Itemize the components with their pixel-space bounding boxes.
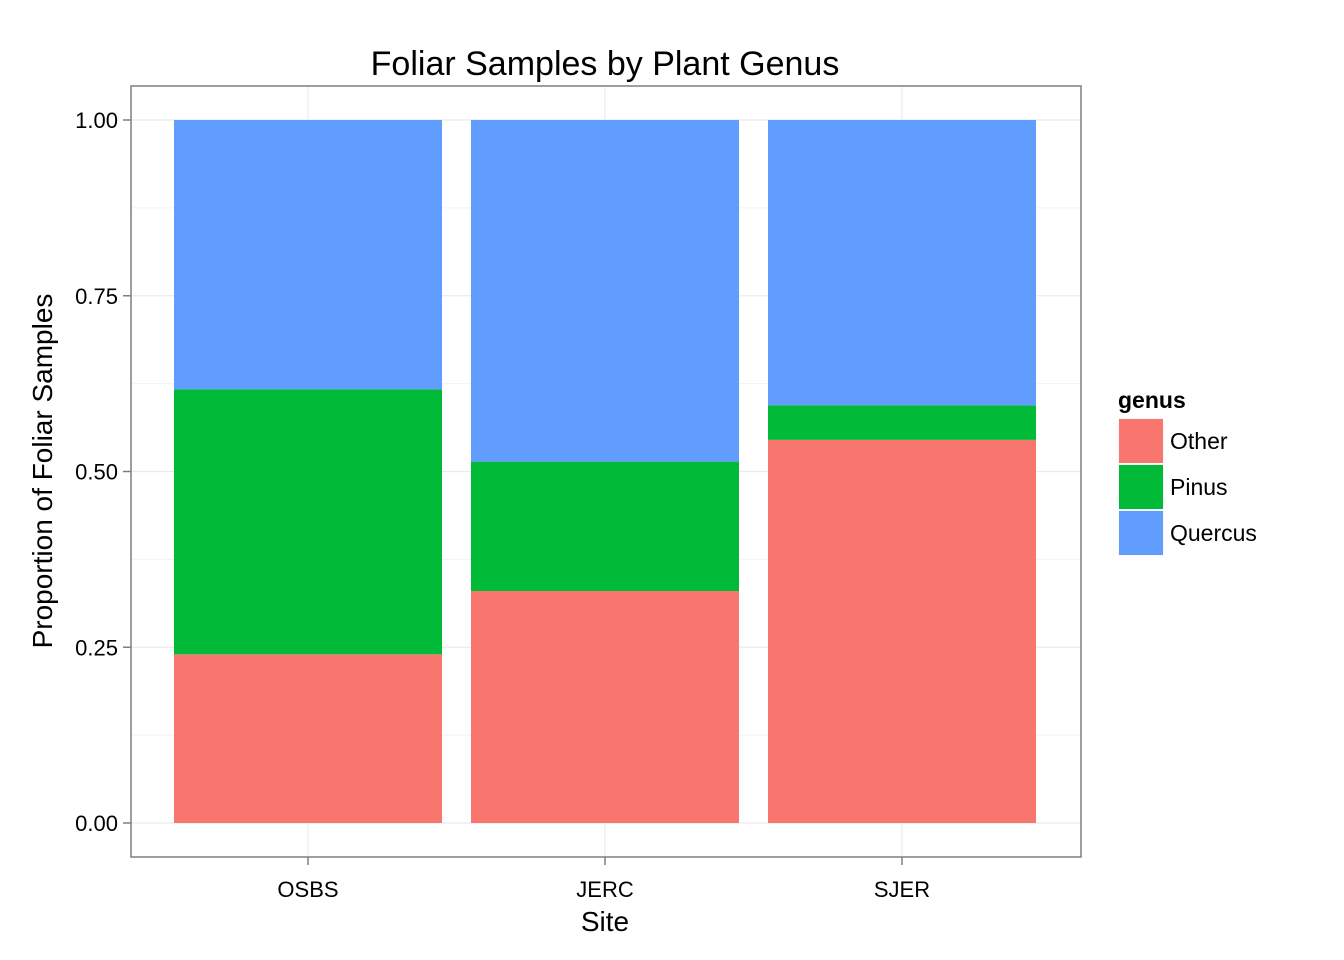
legend-swatch-quercus	[1119, 511, 1163, 555]
bar-jerc-other	[471, 591, 739, 823]
y-tick-label: 0.75	[75, 284, 118, 309]
y-tick-label: 1.00	[75, 108, 118, 133]
x-tick-label: JERC	[576, 877, 634, 902]
bar-sjer-quercus	[768, 120, 1036, 405]
legend-swatch-other	[1119, 419, 1163, 463]
legend-swatch-pinus	[1119, 465, 1163, 509]
chart-title: Foliar Samples by Plant Genus	[371, 45, 840, 83]
legend-label-pinus: Pinus	[1170, 474, 1228, 500]
bar-sjer-pinus	[768, 405, 1036, 439]
legend-label-other: Other	[1170, 428, 1228, 454]
x-tick-label: SJER	[874, 877, 930, 902]
x-tick-label: OSBS	[277, 877, 338, 902]
y-tick-label: 0.00	[75, 811, 118, 836]
bar-jerc-pinus	[471, 462, 739, 591]
bar-osbs-pinus	[174, 389, 442, 654]
bar-osbs-other	[174, 654, 442, 823]
y-tick-label: 0.50	[75, 460, 118, 485]
bar-sjer-other	[768, 440, 1036, 823]
legend-title: genus	[1118, 387, 1186, 413]
x-axis-title: Site	[581, 906, 629, 937]
y-axis-title: Proportion of Foliar Samples	[27, 294, 58, 649]
legend: genus Other Pinus Quercus	[1118, 387, 1257, 556]
bar-osbs-quercus	[174, 120, 442, 389]
y-tick-label: 0.25	[75, 635, 118, 660]
bars	[174, 120, 1036, 823]
bar-jerc-quercus	[471, 120, 739, 462]
legend-label-quercus: Quercus	[1170, 520, 1257, 546]
